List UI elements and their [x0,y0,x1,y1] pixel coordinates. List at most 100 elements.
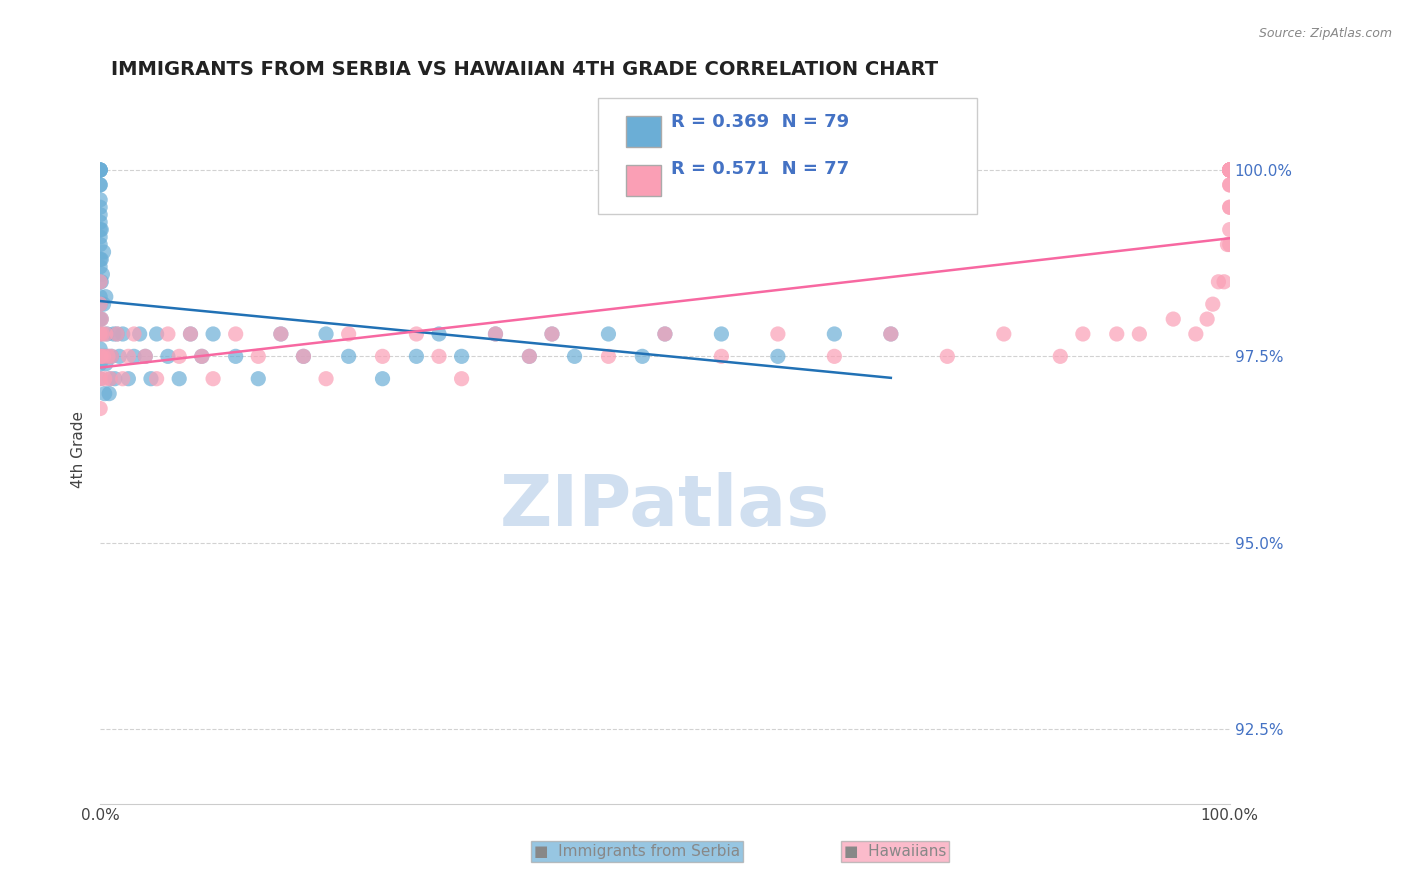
Point [484,326,506,341]
Point [128,326,150,341]
Point [1208,275,1230,289]
Point [541,326,564,341]
Point [405,349,427,363]
Point [89,312,111,326]
Point [89,163,111,178]
Point [97,349,120,363]
Text: IMMIGRANTS FROM SERBIA VS HAWAIIAN 4TH GRADE CORRELATION CHART: IMMIGRANTS FROM SERBIA VS HAWAIIAN 4TH G… [111,60,939,78]
Point [145,372,167,386]
Point [1219,163,1241,178]
Point [156,326,179,341]
Point [1219,163,1241,178]
Point [1219,163,1241,178]
Point [89,260,111,274]
Point [292,349,315,363]
Point [427,349,450,363]
Point [427,326,450,341]
Point [89,275,111,289]
Point [91,268,114,282]
Text: ZIPatlas: ZIPatlas [501,472,830,541]
Point [710,349,733,363]
Point [1219,222,1241,236]
Point [111,326,134,341]
Point [1219,200,1241,214]
Point [202,326,225,341]
Point [89,200,111,214]
Text: ■  Immigrants from Serbia: ■ Immigrants from Serbia [534,845,741,859]
Point [270,326,292,341]
Point [96,326,118,341]
Point [89,163,111,178]
Point [145,326,167,341]
Point [247,372,270,386]
Point [93,349,115,363]
Point [117,372,139,386]
Point [337,349,360,363]
Point [89,372,111,386]
Point [1219,237,1241,252]
Point [90,312,112,326]
Point [1219,163,1241,178]
Point [91,326,114,341]
Point [710,326,733,341]
Point [100,349,122,363]
Point [1219,163,1241,178]
Point [90,349,112,363]
Point [89,401,111,416]
Point [225,326,247,341]
Point [89,163,111,178]
Point [1197,312,1219,326]
Point [1219,163,1241,178]
Point [134,349,156,363]
Point [89,193,111,207]
Point [405,326,427,341]
Point [90,222,112,236]
Point [1049,349,1071,363]
Point [89,178,111,192]
Point [90,252,112,267]
Point [89,163,111,178]
Point [89,357,111,371]
Point [1219,178,1241,192]
Point [1105,326,1128,341]
Point [1219,163,1241,178]
Point [484,326,506,341]
Point [179,326,201,341]
Point [89,297,111,311]
Point [89,275,111,289]
Point [167,372,190,386]
Point [450,349,472,363]
Point [89,326,111,341]
Point [89,208,111,222]
Point [202,372,225,386]
Point [1219,163,1241,178]
Point [98,372,121,386]
Point [94,357,117,371]
Point [1213,275,1236,289]
Point [93,349,115,363]
Point [179,326,201,341]
Point [98,386,121,401]
Point [247,349,270,363]
Point [89,342,111,356]
Point [654,326,676,341]
Point [766,349,789,363]
Point [1219,163,1241,178]
Point [598,349,620,363]
Point [90,275,112,289]
Point [103,326,125,341]
Point [631,349,654,363]
Point [1202,297,1225,311]
Point [89,230,111,244]
Point [270,326,292,341]
Point [315,326,337,341]
Point [89,290,111,304]
Point [225,349,247,363]
Point [89,372,111,386]
Point [105,326,128,341]
Text: R = 0.571  N = 77: R = 0.571 N = 77 [671,160,849,178]
Point [880,326,903,341]
Point [654,326,676,341]
Point [1216,237,1239,252]
Point [337,326,360,341]
